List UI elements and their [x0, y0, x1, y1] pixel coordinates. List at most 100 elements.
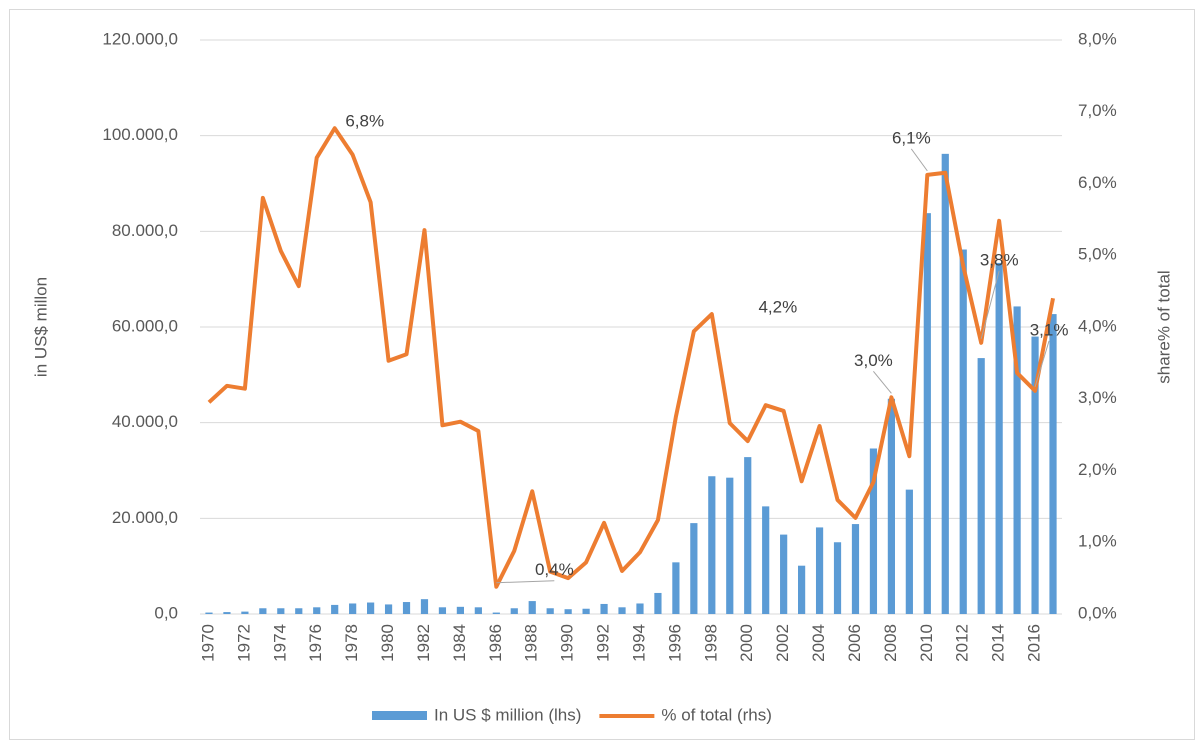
x-tick-label: 2008 [881, 624, 900, 662]
y2-tick-label: 7,0% [1078, 101, 1117, 120]
x-tick-label: 1974 [270, 624, 289, 662]
bar [905, 489, 913, 614]
bar [618, 607, 626, 614]
bar [708, 476, 716, 614]
bar [295, 608, 303, 614]
bar [402, 602, 411, 614]
y2-axis-title: share% of total [1154, 270, 1173, 383]
x-tick-label: 1978 [342, 624, 361, 662]
leader-line [980, 270, 1000, 339]
bar [367, 602, 375, 614]
bar [528, 601, 536, 614]
y-tick-label: 40.000,0 [112, 412, 178, 431]
y2-tick-label: 4,0% [1078, 316, 1117, 335]
bar [744, 457, 752, 614]
bar [313, 607, 321, 614]
bar [564, 609, 572, 614]
data-label: 6,1% [892, 128, 931, 147]
leader-line [496, 580, 555, 584]
y2-tick-label: 5,0% [1078, 245, 1117, 264]
bar [438, 607, 447, 614]
bar [869, 448, 878, 614]
legend-label: In US $ million (lhs) [434, 705, 581, 724]
x-tick-label: 1984 [450, 624, 469, 662]
bar [241, 611, 249, 614]
x-tick-label: 2010 [917, 624, 936, 662]
legend-label: % of total (rhs) [661, 705, 772, 724]
x-tick-label: 2004 [809, 624, 828, 662]
bar [1013, 306, 1021, 614]
bar [277, 608, 285, 614]
x-tick-label: 1998 [701, 624, 720, 662]
data-label: 6,8% [345, 112, 384, 131]
x-tick-label: 2014 [989, 624, 1008, 662]
bar [582, 608, 590, 614]
x-tick-label: 2012 [953, 624, 972, 662]
bar [420, 599, 429, 614]
y-tick-label: 80.000,0 [112, 221, 178, 240]
bar [1049, 314, 1057, 614]
bar [672, 562, 680, 614]
bar [636, 603, 644, 614]
bar [815, 527, 824, 614]
y-tick-label: 100.000,0 [102, 125, 178, 144]
bar [456, 606, 464, 614]
y-tick-label: 20.000,0 [112, 508, 178, 527]
x-tick-label: 2006 [845, 624, 864, 662]
bar [780, 534, 788, 614]
y2-tick-label: 0,0% [1078, 603, 1117, 622]
bar [384, 604, 393, 614]
data-label: 3,0% [854, 351, 893, 370]
x-tick-label: 1970 [198, 624, 217, 662]
y-axis-title: in US$ millon [31, 277, 50, 377]
leader-line [873, 370, 892, 394]
bar [1031, 336, 1039, 614]
bar [941, 153, 949, 615]
bar [798, 565, 806, 614]
bar [923, 213, 931, 614]
bar [600, 603, 608, 614]
bar [762, 506, 770, 614]
x-tick-label: 1972 [234, 624, 253, 662]
bar [223, 612, 231, 614]
data-label: 3,1% [1030, 320, 1069, 339]
y2-tick-label: 6,0% [1078, 173, 1117, 192]
x-tick-label: 1988 [522, 624, 541, 662]
bar [474, 607, 482, 614]
x-tick-label: 2016 [1025, 624, 1044, 662]
bar [654, 592, 662, 614]
bar [959, 249, 967, 614]
y2-tick-label: 2,0% [1078, 460, 1117, 479]
x-tick-label: 1980 [378, 624, 397, 662]
x-tick-label: 1976 [306, 624, 325, 662]
legend-key [372, 711, 427, 720]
x-tick-label: 2000 [737, 624, 756, 662]
bar [331, 604, 339, 614]
data-label: 0,4% [535, 560, 574, 579]
y2-tick-label: 8,0% [1078, 29, 1117, 48]
x-tick-label: 1990 [558, 624, 577, 662]
leader-line [1034, 340, 1050, 388]
leader-line [910, 148, 928, 172]
data-label: 3,8% [980, 250, 1019, 269]
y2-tick-label: 1,0% [1078, 532, 1117, 551]
x-tick-label: 1986 [486, 624, 505, 662]
bar [690, 523, 698, 614]
line [207, 126, 1055, 589]
x-tick-label: 1982 [414, 624, 433, 662]
bar [851, 524, 860, 614]
bar [205, 612, 213, 614]
bar [887, 398, 895, 614]
bar [492, 612, 500, 614]
bar [510, 608, 518, 614]
bar [833, 542, 842, 614]
bar [726, 477, 734, 614]
bar [259, 608, 267, 614]
bar [995, 262, 1003, 614]
bar [349, 603, 357, 614]
bar [977, 358, 985, 614]
y-tick-label: 120.000,0 [102, 29, 178, 48]
data-label: 4,2% [758, 298, 797, 317]
